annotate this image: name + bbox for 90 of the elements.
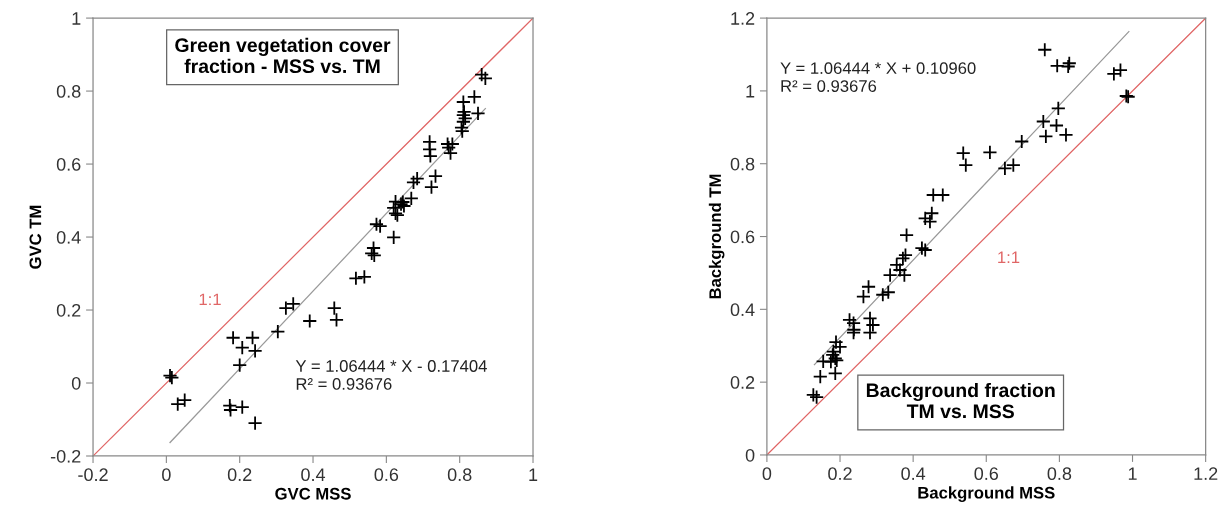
y-tick-label: 0 [745, 448, 755, 462]
point [270, 324, 286, 340]
y-axis-title: GVC TM [29, 205, 42, 269]
x-tick-label: 0.6 [974, 467, 999, 481]
point [955, 145, 971, 161]
y-tick-label: 0.2 [56, 303, 81, 317]
point [1060, 59, 1076, 75]
x-tick-label: 1.2 [1194, 467, 1218, 480]
point [809, 389, 825, 405]
point [356, 269, 372, 285]
point [423, 179, 439, 195]
x-tick-label: 0.4 [301, 468, 326, 482]
point [443, 145, 459, 161]
point [222, 398, 238, 414]
point [982, 144, 998, 160]
point [302, 313, 318, 329]
point [828, 334, 844, 350]
point [827, 365, 843, 381]
point [862, 310, 878, 326]
x-tick-label: 0.6 [374, 468, 399, 482]
point [223, 402, 239, 418]
x-tick-label: 1 [1128, 467, 1137, 480]
point [368, 216, 384, 232]
point [1061, 55, 1077, 71]
point [409, 171, 425, 187]
point [234, 399, 250, 415]
y-tick-label: 1 [746, 85, 755, 98]
point [328, 312, 344, 328]
point [880, 284, 896, 300]
y-axis-title: Background TM [708, 174, 725, 299]
text: Background fraction TM vs. MSS [866, 382, 1055, 419]
y-tick-label: 0.6 [730, 230, 755, 244]
y-tick-label: 0.2 [730, 376, 755, 389]
point [455, 94, 471, 110]
point [225, 330, 241, 346]
x-axis-title: Background MSS [918, 486, 1055, 502]
y-tick-label: 0.4 [56, 230, 81, 244]
point [1014, 134, 1030, 150]
y-tick-label: 0.4 [730, 303, 755, 317]
x-tick-label: 0.4 [901, 467, 926, 481]
point [372, 218, 388, 234]
point [422, 148, 438, 164]
point [862, 325, 878, 341]
point [1035, 113, 1051, 129]
y-tick-label: 0.8 [730, 157, 755, 171]
point [1050, 100, 1066, 116]
x-tick-label: 0.8 [1047, 467, 1072, 481]
series-label: 1:1 [998, 251, 1020, 264]
point [865, 317, 881, 333]
y-tick-label: -0.2 [50, 449, 81, 463]
y-tick-label: 0.6 [56, 158, 81, 171]
text: Green vegetation cover fraction - MSS vs. TM [175, 37, 391, 74]
x-tick-label: 0 [762, 467, 772, 481]
x-axis-title: GVC MSS [275, 487, 351, 500]
y-tick-label: 0 [71, 376, 81, 390]
point [466, 89, 482, 105]
y-tick-label: 1 [72, 12, 81, 25]
x-tick-label: 0.2 [227, 468, 252, 482]
x-tick-label: 0.8 [447, 468, 472, 482]
point [805, 387, 821, 403]
point [899, 227, 915, 243]
point [1049, 58, 1065, 74]
point [245, 330, 261, 346]
x-tick-label: 0.2 [828, 467, 852, 481]
point [427, 168, 443, 184]
point [470, 105, 486, 121]
annotation: Y = 1.06444 * X - 0.17404 R² = 0.93676 [295, 360, 487, 390]
point [348, 270, 364, 286]
point [405, 174, 421, 190]
point [922, 214, 938, 230]
annotation: Y = 1.06444 * X + 0.10960 R² = 0.93676 [780, 62, 976, 92]
x-tick-label: 0 [162, 468, 171, 482]
y-tick-label: 1.2 [731, 12, 755, 25]
point [842, 312, 858, 328]
point [232, 357, 248, 373]
point [1048, 117, 1064, 133]
point [234, 340, 250, 356]
point [1037, 42, 1053, 58]
point [812, 369, 828, 385]
point [247, 415, 263, 431]
series-label: 1:1 [199, 293, 221, 306]
x-tick-label: 1 [529, 468, 538, 481]
point [247, 343, 263, 359]
point [896, 267, 912, 283]
point [386, 229, 402, 245]
point [1038, 128, 1054, 144]
point [958, 157, 974, 173]
point [1058, 127, 1074, 143]
y-tick-label: 0.8 [56, 85, 81, 98]
point [326, 300, 342, 316]
